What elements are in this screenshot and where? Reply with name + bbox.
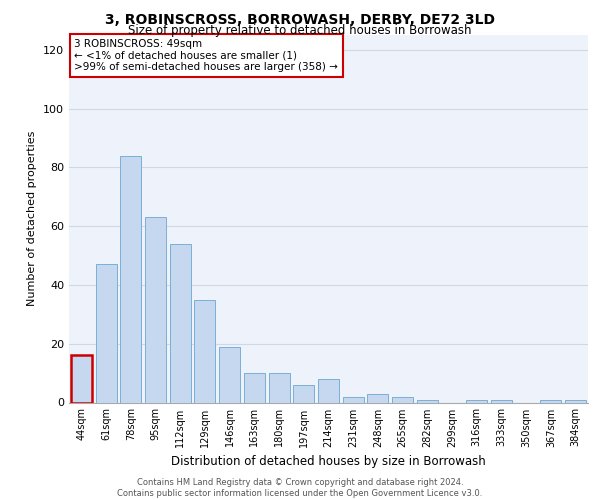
Bar bbox=[244, 373, 265, 402]
Bar bbox=[392, 396, 413, 402]
Bar bbox=[269, 373, 290, 402]
Bar bbox=[417, 400, 438, 402]
X-axis label: Distribution of detached houses by size in Borrowash: Distribution of detached houses by size … bbox=[171, 455, 486, 468]
Text: 3, ROBINSCROSS, BORROWASH, DERBY, DE72 3LD: 3, ROBINSCROSS, BORROWASH, DERBY, DE72 3… bbox=[105, 12, 495, 26]
Text: Size of property relative to detached houses in Borrowash: Size of property relative to detached ho… bbox=[128, 24, 472, 37]
Bar bbox=[343, 396, 364, 402]
Bar bbox=[541, 400, 562, 402]
Bar bbox=[71, 356, 92, 403]
Bar bbox=[145, 218, 166, 402]
Bar bbox=[170, 244, 191, 402]
Bar bbox=[491, 400, 512, 402]
Bar bbox=[194, 300, 215, 403]
Bar bbox=[466, 400, 487, 402]
Text: Contains HM Land Registry data © Crown copyright and database right 2024.
Contai: Contains HM Land Registry data © Crown c… bbox=[118, 478, 482, 498]
Bar bbox=[318, 379, 339, 402]
Text: 3 ROBINSCROSS: 49sqm
← <1% of detached houses are smaller (1)
>99% of semi-detac: 3 ROBINSCROSS: 49sqm ← <1% of detached h… bbox=[74, 38, 338, 72]
Bar bbox=[293, 385, 314, 402]
Bar bbox=[219, 346, 240, 403]
Bar bbox=[565, 400, 586, 402]
Bar bbox=[120, 156, 141, 402]
Bar bbox=[95, 264, 116, 402]
Y-axis label: Number of detached properties: Number of detached properties bbox=[28, 131, 37, 306]
Bar bbox=[367, 394, 388, 402]
